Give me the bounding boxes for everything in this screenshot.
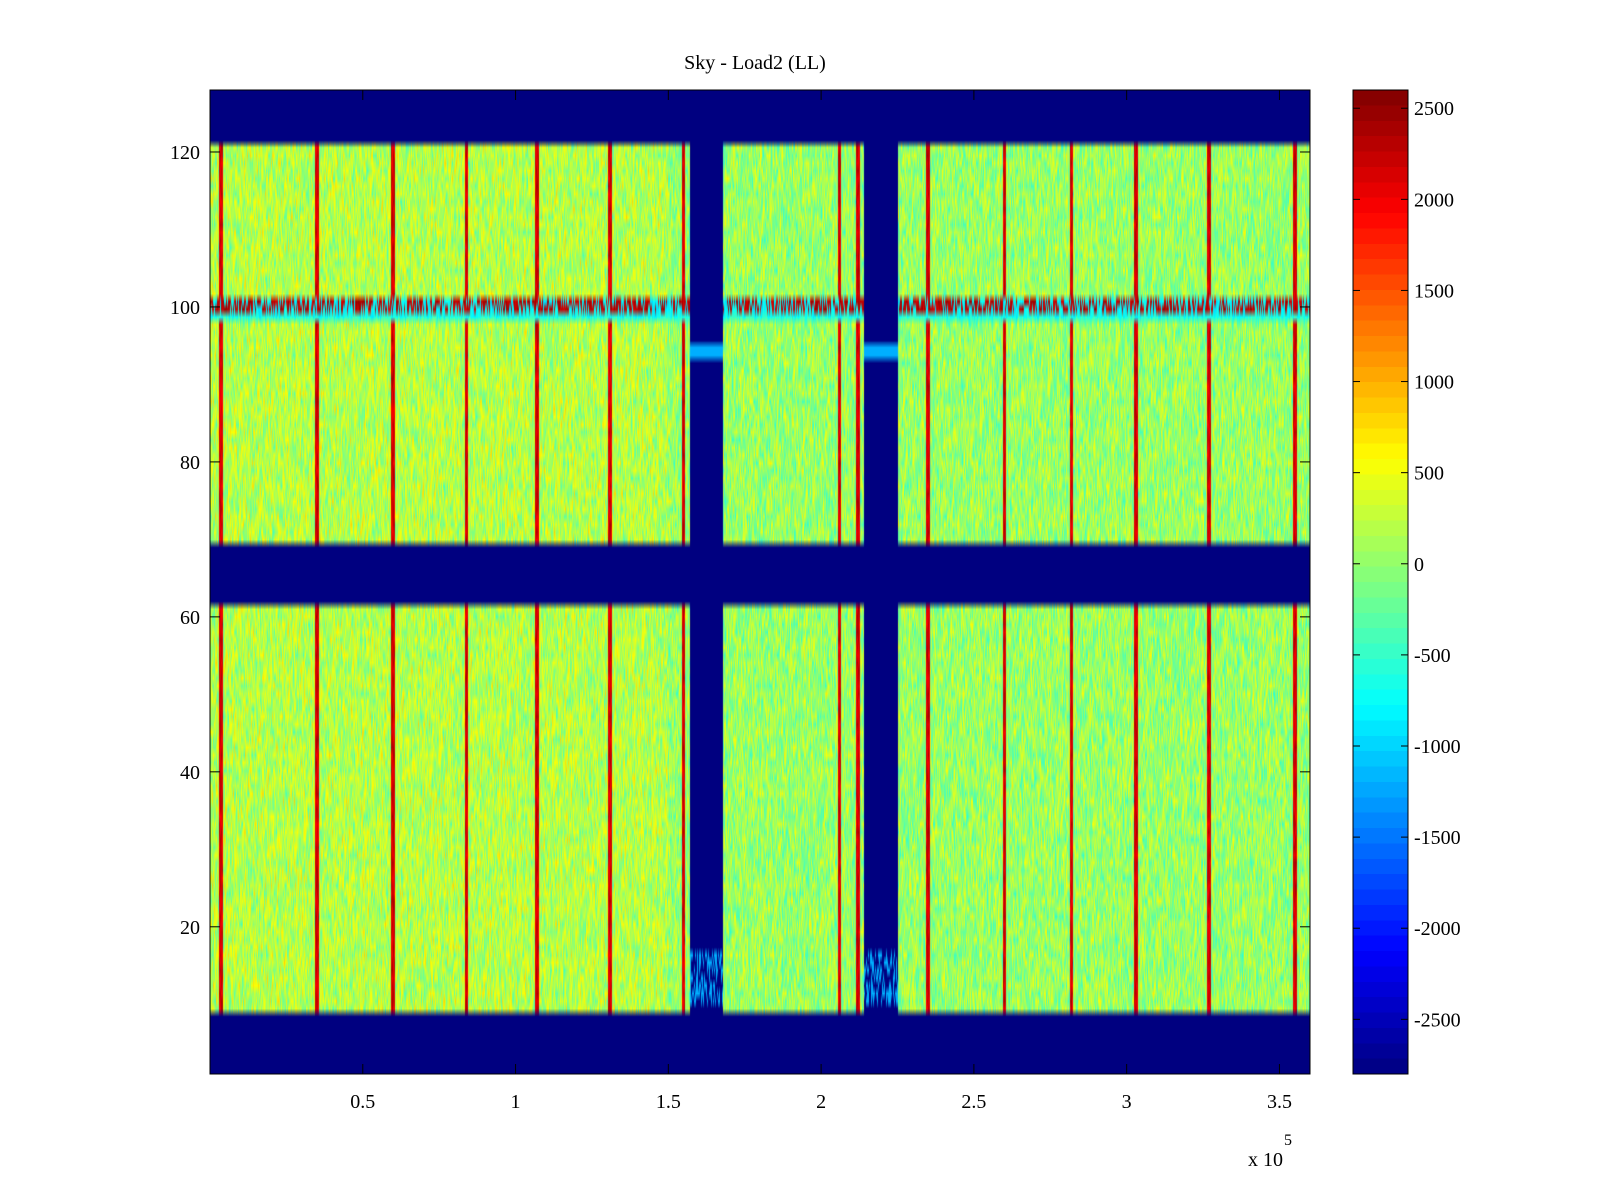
colorbar: 2500 2000 1500 1000 500 0 -500 -1000 -1500 -2000 -… bbox=[1352, 89, 1461, 1075]
x-tick-label: 3.5 bbox=[1267, 1091, 1292, 1113]
y-tick-label: 20 bbox=[180, 917, 200, 939]
x-tick-label: 1.5 bbox=[656, 1091, 681, 1113]
colorbar-tick-label: 1500 bbox=[1414, 280, 1454, 302]
y-tick-label: 100 bbox=[170, 297, 200, 319]
colorbar-frame bbox=[1352, 89, 1409, 1075]
colorbar-ticks: 2500 2000 1500 1000 500 0 -500 -1000 -1500 -2000 -… bbox=[1353, 98, 1461, 1031]
colorbar-tick-label: 0 bbox=[1414, 554, 1424, 576]
plot-area bbox=[209, 89, 1311, 1075]
colorbar-tick-label: -500 bbox=[1414, 645, 1451, 667]
x-tick-label: 2.5 bbox=[961, 1091, 986, 1113]
colorbar-tick-label: -2000 bbox=[1414, 918, 1461, 940]
x-tick-label: 2 bbox=[816, 1091, 826, 1113]
y-tick-label: 80 bbox=[180, 452, 200, 474]
chart-title: Sky - Load2 (LL) bbox=[684, 52, 826, 74]
colorbar-tick-label: -1500 bbox=[1414, 827, 1461, 849]
x-tick-label: 0.5 bbox=[350, 1091, 375, 1113]
y-tick-label: 40 bbox=[180, 762, 200, 784]
x-axis-multiplier: x 10 bbox=[1248, 1149, 1283, 1171]
x-axis-ticks: 0.5 1 1.5 2 2.5 3 3.5 bbox=[350, 90, 1292, 1113]
colorbar-tick-label: -1000 bbox=[1414, 736, 1461, 758]
y-tick-label: 120 bbox=[170, 142, 200, 164]
colorbar-tick-label: 1000 bbox=[1414, 372, 1454, 394]
x-axis-multiplier-exponent: 5 bbox=[1284, 1132, 1292, 1149]
x-tick-label: 3 bbox=[1122, 1091, 1132, 1113]
colorbar-tick-label: 2000 bbox=[1414, 189, 1454, 211]
colorbar-tick-label: 500 bbox=[1414, 463, 1444, 485]
heatmap-image bbox=[210, 90, 1310, 1074]
colorbar-tick-label: 2500 bbox=[1414, 98, 1454, 120]
y-axis-ticks: 20 40 60 80 100 120 bbox=[170, 142, 1310, 939]
colorbar-gradient bbox=[1353, 90, 1408, 1074]
colorbar-tick-label: -2500 bbox=[1414, 1009, 1461, 1031]
x-tick-label: 1 bbox=[511, 1091, 521, 1113]
y-tick-label: 60 bbox=[180, 607, 200, 629]
plot-frame bbox=[209, 89, 1311, 1075]
